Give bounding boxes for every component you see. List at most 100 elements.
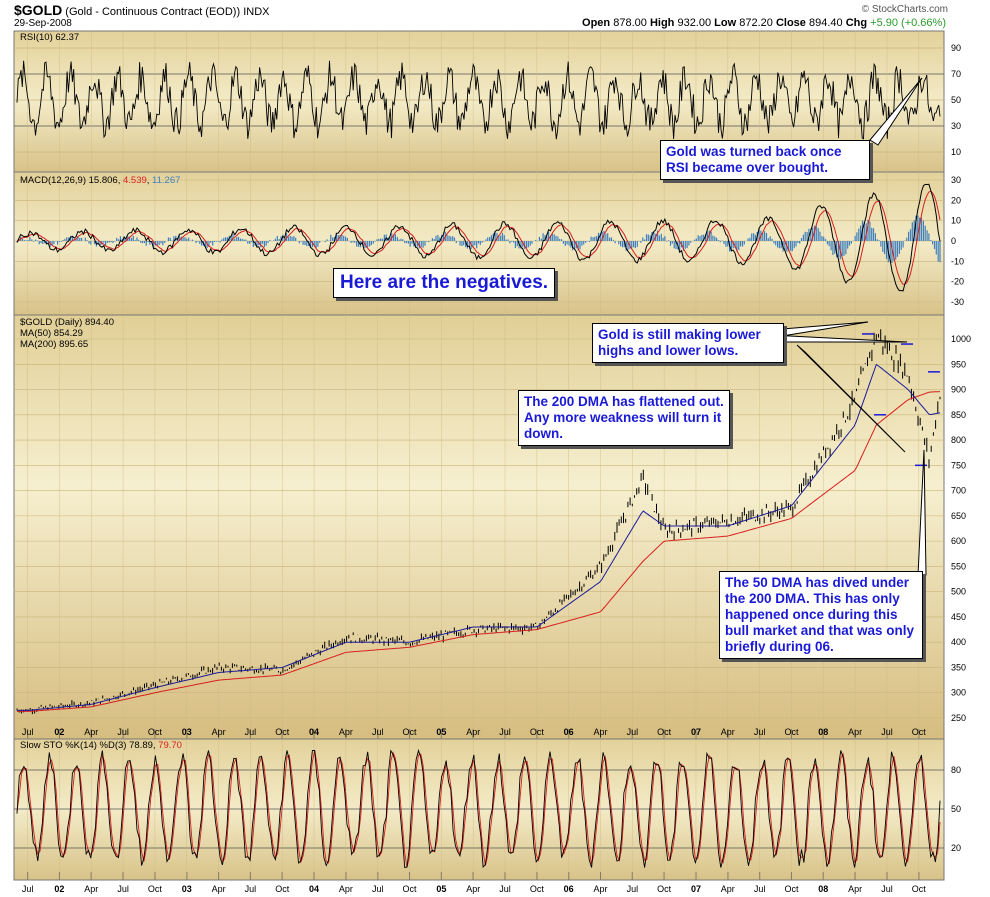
x-axis-label: 07	[691, 727, 701, 737]
macd-tick-label: 30	[951, 175, 961, 185]
sto-tick-label: 50	[951, 804, 961, 814]
x-axis-label: 06	[564, 727, 574, 737]
price-tick-label: 950	[951, 359, 966, 369]
price-tick-label: 1000	[951, 334, 971, 344]
x-axis-label: Oct	[403, 884, 418, 894]
x-axis-label: Apr	[466, 727, 480, 737]
x-axis-label: 03	[182, 884, 192, 894]
x-axis-label: Jul	[22, 727, 34, 737]
x-axis-label: Apr	[721, 727, 735, 737]
x-axis-label: 03	[182, 727, 192, 737]
x-axis-label: Apr	[212, 727, 226, 737]
x-axis-label: Oct	[530, 727, 545, 737]
x-axis-label: Oct	[784, 884, 799, 894]
price-tick-label: 300	[951, 688, 966, 698]
exchange: INDX	[243, 6, 270, 18]
x-axis-label: Jul	[754, 727, 766, 737]
x-axis-label: 05	[436, 884, 446, 894]
price-tick-label: 850	[951, 410, 966, 420]
x-axis-label: Jul	[627, 727, 639, 737]
x-axis-label: Apr	[84, 884, 98, 894]
x-axis-label: Jul	[117, 727, 129, 737]
x-axis-label: Jul	[245, 727, 257, 737]
lower-highs-note: Gold is still making lower highs and low…	[592, 323, 784, 363]
open-value: 878.00	[613, 17, 647, 29]
rsi-tick-label: 10	[951, 147, 961, 157]
price-tick-label: 350	[951, 662, 966, 672]
x-axis-label: Apr	[848, 727, 862, 737]
sto-label: Slow STO %K(14) %D(3) 78.89, 79.70	[20, 740, 182, 751]
price-tick-label: 900	[951, 385, 966, 395]
x-axis-label: Apr	[593, 727, 607, 737]
x-axis-label: Apr	[84, 727, 98, 737]
price-tick-label: 750	[951, 460, 966, 470]
rsi-note: Gold was turned back once RSI became ove…	[660, 140, 870, 180]
price-tick-label: 400	[951, 637, 966, 647]
rsi-tick-label: 70	[951, 69, 961, 79]
macd-tick-label: 10	[951, 216, 961, 226]
x-axis-label: Jul	[881, 884, 893, 894]
x-axis-label: Apr	[466, 884, 480, 894]
negatives-note: Here are the negatives.	[333, 268, 556, 298]
macd-tick-label: -10	[951, 256, 964, 266]
price-label: $GOLD (Daily) 894.40	[20, 317, 114, 328]
x-axis-label: 02	[54, 727, 64, 737]
price-tick-label: 650	[951, 511, 966, 521]
x-axis-label: Jul	[499, 727, 511, 737]
symbol-name: (Gold - Continuous Contract (EOD))	[65, 6, 241, 18]
rsi-tick-label: 90	[951, 43, 961, 53]
chart-date: 29-Sep-2008	[14, 18, 72, 29]
x-axis-label: 04	[309, 727, 319, 737]
x-axis-label: Oct	[912, 727, 927, 737]
x-axis-label: Apr	[339, 727, 353, 737]
price-panel	[13, 314, 945, 740]
high-label: High	[649, 17, 675, 29]
macd-tick-label: 20	[951, 195, 961, 205]
x-axis-label: Jul	[881, 727, 893, 737]
dma200-note: The 200 DMA has flattened out. Any more …	[518, 390, 730, 446]
x-axis-label: Oct	[148, 884, 163, 894]
dma200-pointer	[796, 344, 906, 453]
price-tick-label: 800	[951, 435, 966, 445]
tick-labels: 1000950900850800750700650600550500450400…	[22, 43, 971, 894]
sto-k-line	[16, 748, 941, 869]
x-axis-label: 06	[564, 884, 574, 894]
sto-tick-label: 80	[951, 765, 961, 775]
x-axis-label: Oct	[275, 884, 290, 894]
x-axis-label: Oct	[657, 884, 672, 894]
rsi-tick-label: 30	[951, 121, 961, 131]
price-tick-label: 250	[951, 713, 966, 723]
high-value: 932.00	[677, 17, 712, 29]
x-axis-label: Oct	[148, 727, 163, 737]
low-label: Low	[714, 17, 737, 29]
x-axis-label: 08	[818, 884, 828, 894]
x-axis-label: 05	[436, 727, 446, 737]
x-axis-label: Apr	[212, 884, 226, 894]
x-axis-label: Oct	[912, 884, 927, 894]
price-tick-label: 550	[951, 561, 966, 571]
x-axis-label: Jul	[117, 884, 129, 894]
price-tick-label: 450	[951, 612, 966, 622]
rsi-tick-label: 50	[951, 95, 961, 105]
sto-tick-label: 20	[951, 843, 961, 853]
sto-d-line	[16, 750, 941, 868]
x-axis-label: Oct	[403, 727, 418, 737]
ma200-label: MA(200) 895.65	[20, 339, 88, 350]
symbol: $GOLD	[14, 2, 63, 18]
x-axis-label: Oct	[784, 727, 799, 737]
x-axis-label: 07	[691, 884, 701, 894]
macd-tick-label: -20	[951, 277, 964, 287]
macd-line	[16, 183, 941, 292]
price-tick-label: 600	[951, 536, 966, 546]
macd-label: MACD(12,26,9) 15.806, 4.539, 11.267	[20, 175, 180, 186]
x-axis-label: Oct	[275, 727, 290, 737]
x-axis-label: Apr	[593, 884, 607, 894]
rsi-line	[16, 60, 941, 140]
low-value: 872.20	[739, 17, 773, 29]
x-axis-label: Jul	[499, 884, 511, 894]
x-axis-label: Oct	[530, 884, 545, 894]
ma50-label: MA(50) 854.29	[20, 328, 83, 339]
open-label: Open	[582, 17, 611, 29]
rsi-note-pointer	[869, 77, 923, 146]
